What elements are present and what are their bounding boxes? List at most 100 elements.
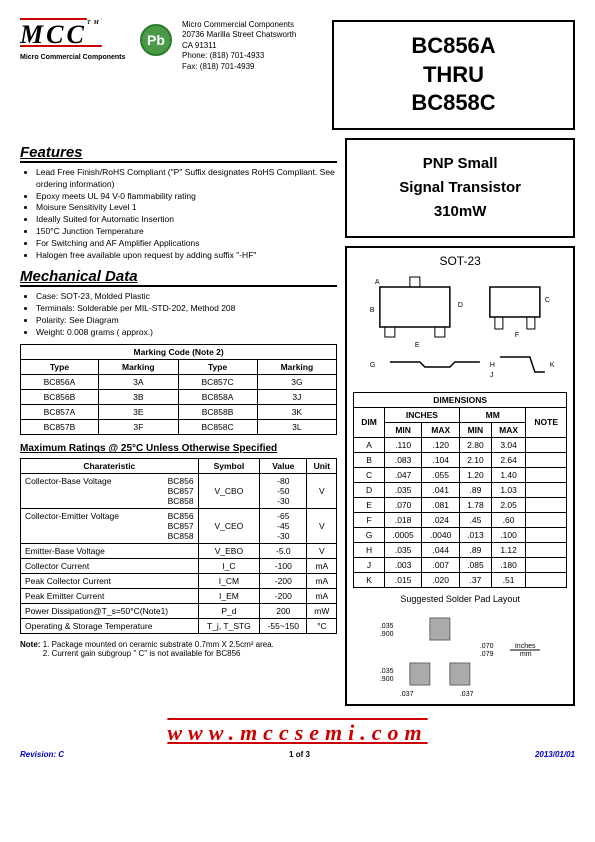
cell: BC856B (21, 390, 99, 405)
company-info: Micro Commercial Components 20736 Marill… (182, 20, 322, 72)
marking-h: Marking (98, 360, 178, 375)
dim-h: INCHES (384, 407, 459, 422)
ratings-h: Unit (307, 459, 337, 474)
table-row: A.110.1202.803.04 (354, 437, 567, 452)
cell: -55~150 (260, 619, 307, 634)
cell: BC856A (21, 375, 99, 390)
cell: .110 (384, 437, 422, 452)
svg-text:E: E (415, 342, 420, 349)
cell: 3A (98, 375, 178, 390)
ratings-h: Value (260, 459, 307, 474)
svg-text:F: F (515, 332, 519, 339)
dim-h: MAX (491, 422, 526, 437)
cell: -5.0 (260, 544, 307, 559)
cell: 2.80 (460, 437, 492, 452)
cell: 200 (260, 604, 307, 619)
header: MCCTM Micro Commercial Components Pb Mic… (20, 20, 575, 130)
cell (526, 512, 567, 527)
table-row: Peak Emitter CurrentI_EM-200mA (21, 589, 337, 604)
table-row: D.035.041.891.03 (354, 482, 567, 497)
table-row: BC857B3FBC858C3L (21, 420, 337, 435)
cell: .081 (422, 497, 460, 512)
sub: BC856 (168, 511, 194, 521)
logo-tm: TM (87, 20, 102, 26)
revision: Revision: C (20, 750, 64, 759)
cell: .035 (384, 482, 422, 497)
logo-block: MCCTM Micro Commercial Components (20, 20, 130, 61)
company-phone: Phone: (818) 701-4933 (182, 51, 322, 61)
company-addr1: 20736 Marilla Street Chatsworth (182, 30, 322, 40)
cell: E (354, 497, 385, 512)
sub: BC857 (168, 521, 194, 531)
v: -45 (277, 521, 289, 531)
package-diagram-icon: A D E B C F G H J K (353, 272, 567, 392)
marking-h: Type (21, 360, 99, 375)
cell: 1.03 (491, 482, 526, 497)
cell: 3F (98, 420, 178, 435)
svg-text:Inches: Inches (515, 643, 536, 650)
cell: .024 (422, 512, 460, 527)
cell: .120 (422, 437, 460, 452)
cell: 2.10 (460, 452, 492, 467)
cell: .003 (384, 557, 422, 572)
table-row: Peak Collector CurrentI_CM-200mA (21, 574, 337, 589)
cell (526, 482, 567, 497)
notes: Note: 1. Package mounted on ceramic subs… (20, 640, 337, 658)
part-title-1: BC856A (344, 32, 563, 61)
feature-item: For Switching and AF Amplifier Applicati… (36, 238, 337, 250)
cell: BC857B (21, 420, 99, 435)
cell: C (354, 467, 385, 482)
svg-text:A: A (375, 279, 380, 286)
cell: V (307, 544, 337, 559)
ratings-table: Charateristic Symbol Value Unit Collecto… (20, 458, 337, 634)
table-row: C.047.0551.201.40 (354, 467, 567, 482)
cell: D (354, 482, 385, 497)
svg-text:H: H (490, 362, 495, 369)
sub: BC857 (168, 486, 194, 496)
char: Collector-Base Voltage (25, 476, 111, 486)
table-row: F.018.024.45.60 (354, 512, 567, 527)
cell: H (354, 542, 385, 557)
cell: V_CEO (198, 509, 260, 544)
ratings-title: Maximum Ratings @ 25°C Unless Otherwise … (20, 443, 337, 454)
cell: 3.04 (491, 437, 526, 452)
subtitle-1: PNP Small (359, 152, 561, 176)
svg-text:.070: .070 (480, 643, 494, 650)
table-row: E.070.0811.782.05 (354, 497, 567, 512)
cell: .047 (384, 467, 422, 482)
cell: 1.78 (460, 497, 492, 512)
cell: .0005 (384, 527, 422, 542)
cell: V (307, 509, 337, 544)
cell: .89 (460, 482, 492, 497)
logo: MCCTM (20, 20, 130, 50)
dim-h: MAX (422, 422, 460, 437)
marking-h: Type (178, 360, 257, 375)
v: -30 (277, 496, 289, 506)
dim-title: DIMENSIONS (354, 392, 567, 407)
cell: I_C (198, 559, 260, 574)
cell: B (354, 452, 385, 467)
cell: V_EBO (198, 544, 260, 559)
svg-text:.037: .037 (460, 691, 474, 698)
right-column: PNP Small Signal Transistor 310mW SOT-23… (345, 138, 575, 706)
table-row: H.035.044.891.12 (354, 542, 567, 557)
page-number: 1 of 3 (289, 750, 310, 759)
mech-item: Polarity: See Diagram (36, 315, 337, 327)
mech-list: Case: SOT-23, Molded Plastic Terminals: … (20, 291, 337, 339)
table-row: Operating & Storage TemperatureT_j, T_ST… (21, 619, 337, 634)
table-row: B.083.1042.102.64 (354, 452, 567, 467)
solder-layout: Suggested Solder Pad Layout .035 .900 .0… (353, 594, 567, 698)
note-item: 2. Current gain subgroup " C" is not ava… (43, 649, 241, 658)
cell: F (354, 512, 385, 527)
feature-item: 150°C Junction Temperature (36, 226, 337, 238)
date: 2013/01/01 (535, 750, 575, 759)
cell: -200 (260, 589, 307, 604)
cell: BC858A (178, 390, 257, 405)
cell (526, 452, 567, 467)
cell: 2.64 (491, 452, 526, 467)
cell: .37 (460, 572, 492, 587)
cell: BC858C (178, 420, 257, 435)
cell: 3G (257, 375, 337, 390)
cell: -200 (260, 574, 307, 589)
cell: .015 (384, 572, 422, 587)
